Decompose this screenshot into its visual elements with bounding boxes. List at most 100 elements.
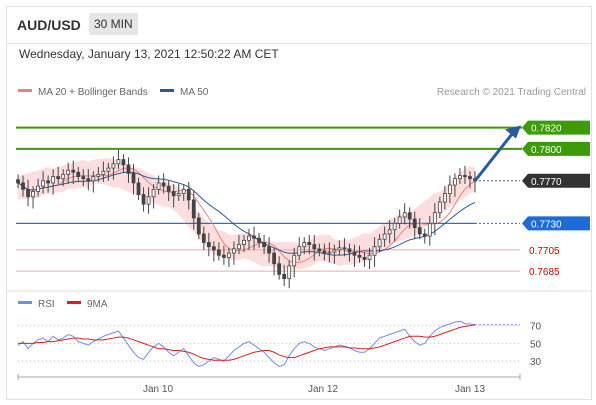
candle-body <box>56 176 61 180</box>
candle-body <box>287 265 292 280</box>
candle-body <box>242 239 246 245</box>
candle-body <box>412 218 417 228</box>
rsi-legend-label: RSI <box>38 299 55 310</box>
candle-body <box>31 191 35 198</box>
pivot-label-box <box>522 216 590 231</box>
rsi-tick-label: 50 <box>530 339 542 350</box>
candle-body <box>222 254 226 258</box>
ma9-legend-swatch <box>67 301 81 304</box>
candle-body <box>71 169 76 173</box>
candle-body <box>282 273 287 280</box>
candle-body <box>46 180 51 184</box>
forecast-arrow-head <box>505 125 521 139</box>
candle-body <box>257 237 261 243</box>
candle-body <box>437 201 442 214</box>
candle-body <box>417 227 422 235</box>
forecast-arrow-line <box>473 133 514 182</box>
candle-body <box>327 251 332 254</box>
candle-body <box>262 242 266 248</box>
candle-body <box>292 254 297 267</box>
ma9-line <box>18 324 476 361</box>
chart-header: AUD/USD 30 MIN <box>7 7 591 44</box>
candle-body <box>342 247 347 250</box>
candle-body <box>146 196 151 205</box>
candle-body <box>191 199 196 219</box>
pivot-label: 0.7730 <box>531 219 562 230</box>
candle-body <box>21 182 25 190</box>
candle-body <box>447 184 452 194</box>
bollinger-band-area <box>18 158 475 271</box>
candle-body <box>442 193 447 203</box>
candle-body <box>141 194 146 205</box>
current-price-box <box>522 173 590 188</box>
credit-text: Research © 2021 Trading Central <box>437 87 586 98</box>
candle-body <box>41 180 46 187</box>
candle-body <box>237 244 241 250</box>
candle-body <box>96 174 101 177</box>
candle-body <box>196 217 201 235</box>
resistance-2-label: 0.7820 <box>531 124 562 135</box>
candle-body <box>121 159 126 166</box>
candle-body <box>322 250 327 254</box>
candle-body <box>407 212 412 220</box>
candle-body <box>171 191 176 197</box>
candle-body <box>151 188 156 198</box>
x-tick-label: Jan 12 <box>308 384 338 395</box>
candle-body <box>16 179 20 184</box>
candle-body <box>247 235 251 241</box>
candle-body <box>111 163 116 169</box>
candle-body <box>51 176 56 184</box>
candle-body <box>232 248 236 254</box>
candle-body <box>367 254 372 260</box>
candle-body <box>357 254 362 258</box>
candle-body <box>458 175 462 180</box>
timeframe-badge[interactable]: 30 MIN <box>89 13 138 35</box>
ma20-legend-label: MA 20 + Bollinger Bands <box>38 87 148 98</box>
candle-body <box>86 178 91 182</box>
symbol-title: AUD/USD <box>17 17 81 33</box>
candle-body <box>36 185 40 192</box>
candle-body <box>382 233 387 240</box>
candle-body <box>387 229 392 235</box>
support-1-label: 0.7705 <box>529 246 560 257</box>
x-tick-label: Jan 10 <box>143 384 173 395</box>
candle-body <box>453 178 457 186</box>
candle-body <box>81 176 86 180</box>
ma50-legend-swatch <box>160 89 174 92</box>
ma50-legend-label: MA 50 <box>180 87 209 98</box>
candle-body <box>161 182 166 187</box>
candle-body <box>166 185 171 192</box>
resistance-1-label-box <box>522 141 590 156</box>
candle-body <box>66 169 71 175</box>
rsi-line <box>17 320 476 368</box>
candle-body <box>131 172 136 184</box>
candle-body <box>432 212 437 224</box>
candle-body <box>201 233 206 243</box>
candle-body <box>136 182 141 196</box>
candle-body <box>277 263 282 275</box>
rsi-tick-label: 30 <box>530 357 542 368</box>
candle-body <box>76 171 81 177</box>
rsi-legend-swatch <box>18 301 32 304</box>
candle-body <box>337 247 342 251</box>
x-tick-label: Jan 13 <box>455 384 485 395</box>
candle-body <box>312 244 317 250</box>
ma20-line <box>17 167 476 264</box>
candle-body <box>211 246 216 251</box>
candle-body <box>216 249 221 256</box>
candle-body <box>427 222 432 237</box>
candle-body <box>352 251 357 256</box>
candle-body <box>252 235 256 239</box>
support-2-label: 0.7685 <box>529 267 560 278</box>
candle-body <box>463 175 467 177</box>
candle-body <box>392 222 397 231</box>
candle-body <box>156 182 161 190</box>
candle-body <box>347 248 352 253</box>
candle-body <box>116 159 121 165</box>
chart-widget: AUD/USD 30 MIN Wednesday, January 13, 20… <box>6 6 592 400</box>
candle-body <box>227 252 231 258</box>
rsi-tick-label: 70 <box>530 322 542 333</box>
candle-body <box>206 242 211 248</box>
candle-body <box>302 242 307 248</box>
